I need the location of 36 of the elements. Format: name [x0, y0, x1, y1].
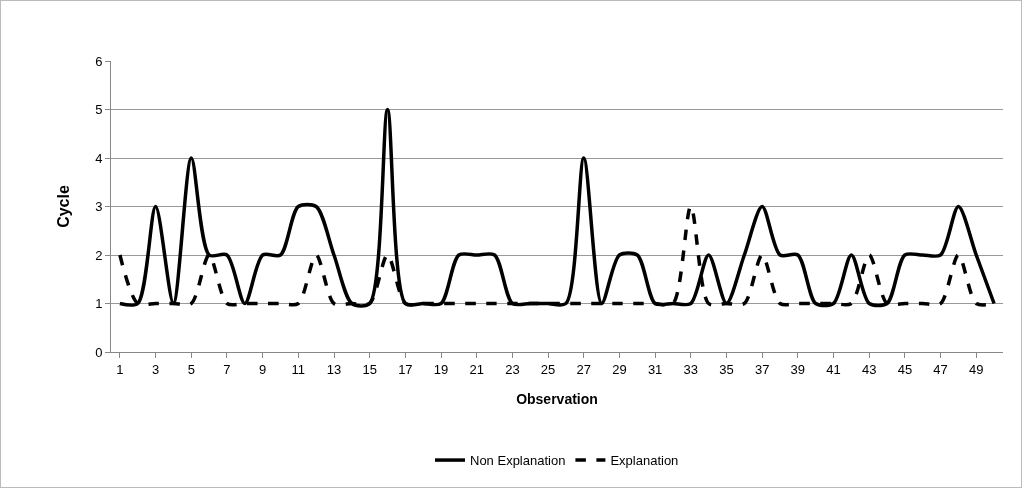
x-tick-label: 7 [223, 361, 231, 377]
y-tick-label: 3 [95, 199, 103, 215]
x-tick-label: 49 [969, 361, 984, 377]
x-tick-label: 31 [647, 361, 663, 377]
y-tick-label: 0 [95, 344, 103, 360]
y-tick-label: 6 [95, 53, 103, 69]
y-axis-title: Cycle [55, 185, 72, 228]
x-tick-label: 5 [187, 361, 195, 377]
x-tick-label: 29 [612, 361, 627, 377]
x-tick-label: 11 [291, 361, 306, 377]
x-tick-label: 45 [897, 361, 913, 377]
x-tick-label: 13 [326, 361, 342, 377]
legend-label: Non Explanation [470, 453, 566, 469]
x-tick-label: 25 [540, 361, 556, 377]
x-tick-label: 1 [116, 361, 124, 377]
x-tick-label: 19 [433, 361, 449, 377]
y-tick-label: 1 [95, 296, 103, 312]
y-tick-label: 4 [95, 150, 103, 166]
x-tick-label: 39 [790, 361, 806, 377]
x-tick-label: 35 [719, 361, 734, 377]
legend-label: Explanation [610, 453, 679, 469]
x-tick-label: 33 [683, 361, 699, 377]
x-axis-title: Observation [516, 391, 598, 407]
x-tick-label: 23 [505, 361, 520, 377]
x-tick-label: 27 [576, 361, 591, 377]
x-tick-label: 9 [259, 361, 267, 377]
x-tick-label: 17 [398, 361, 413, 377]
x-tick-label: 3 [151, 361, 160, 377]
x-tick-label: 15 [362, 361, 377, 377]
x-tick-label: 47 [933, 361, 948, 377]
y-tick-label: 2 [95, 247, 103, 263]
x-tick-label: 41 [826, 361, 841, 377]
x-tick-label: 43 [861, 361, 877, 377]
y-tick-label: 5 [95, 102, 103, 118]
x-tick-label: 37 [754, 361, 770, 377]
x-tick-label: 21 [469, 361, 484, 377]
